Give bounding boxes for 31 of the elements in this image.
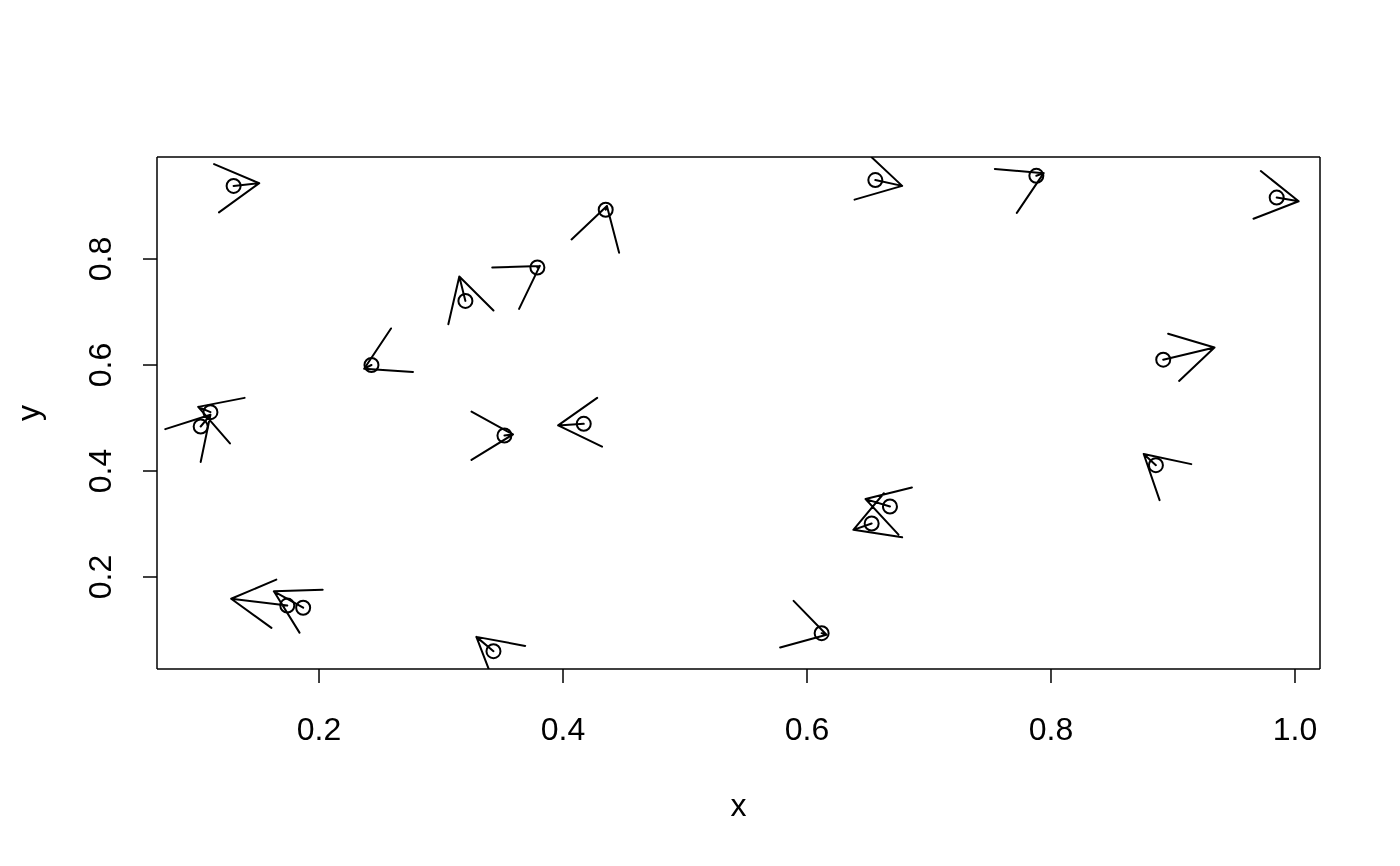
x-tick-label: 0.2 [296, 710, 342, 747]
point [225, 177, 242, 194]
y-tick-label: 0.6 [82, 342, 118, 388]
point [1147, 457, 1164, 474]
point [881, 498, 898, 515]
point [192, 418, 209, 435]
point [813, 625, 830, 642]
x-tick-label: 0.4 [540, 710, 586, 747]
point [1155, 351, 1172, 368]
point [363, 357, 380, 374]
y-tick-label: 0.2 [82, 554, 118, 600]
x-tick-label: 0.6 [784, 710, 830, 747]
point [863, 515, 880, 532]
point [529, 259, 546, 276]
point [575, 415, 592, 432]
point [597, 201, 614, 218]
point [295, 599, 312, 616]
point [202, 404, 219, 421]
x-tick-label: 1.0 [1272, 710, 1318, 747]
x-axis-title: x [730, 787, 747, 823]
point [1028, 167, 1045, 184]
point [1268, 189, 1285, 206]
y-tick-label: 0.4 [82, 448, 118, 494]
y-tick-label: 0.8 [82, 236, 118, 282]
y-axis-title: y [10, 405, 46, 421]
x-tick-label: 0.8 [1028, 710, 1074, 747]
point [867, 172, 884, 189]
point [457, 292, 474, 309]
point [485, 643, 502, 660]
point [496, 427, 513, 444]
point [279, 597, 296, 614]
